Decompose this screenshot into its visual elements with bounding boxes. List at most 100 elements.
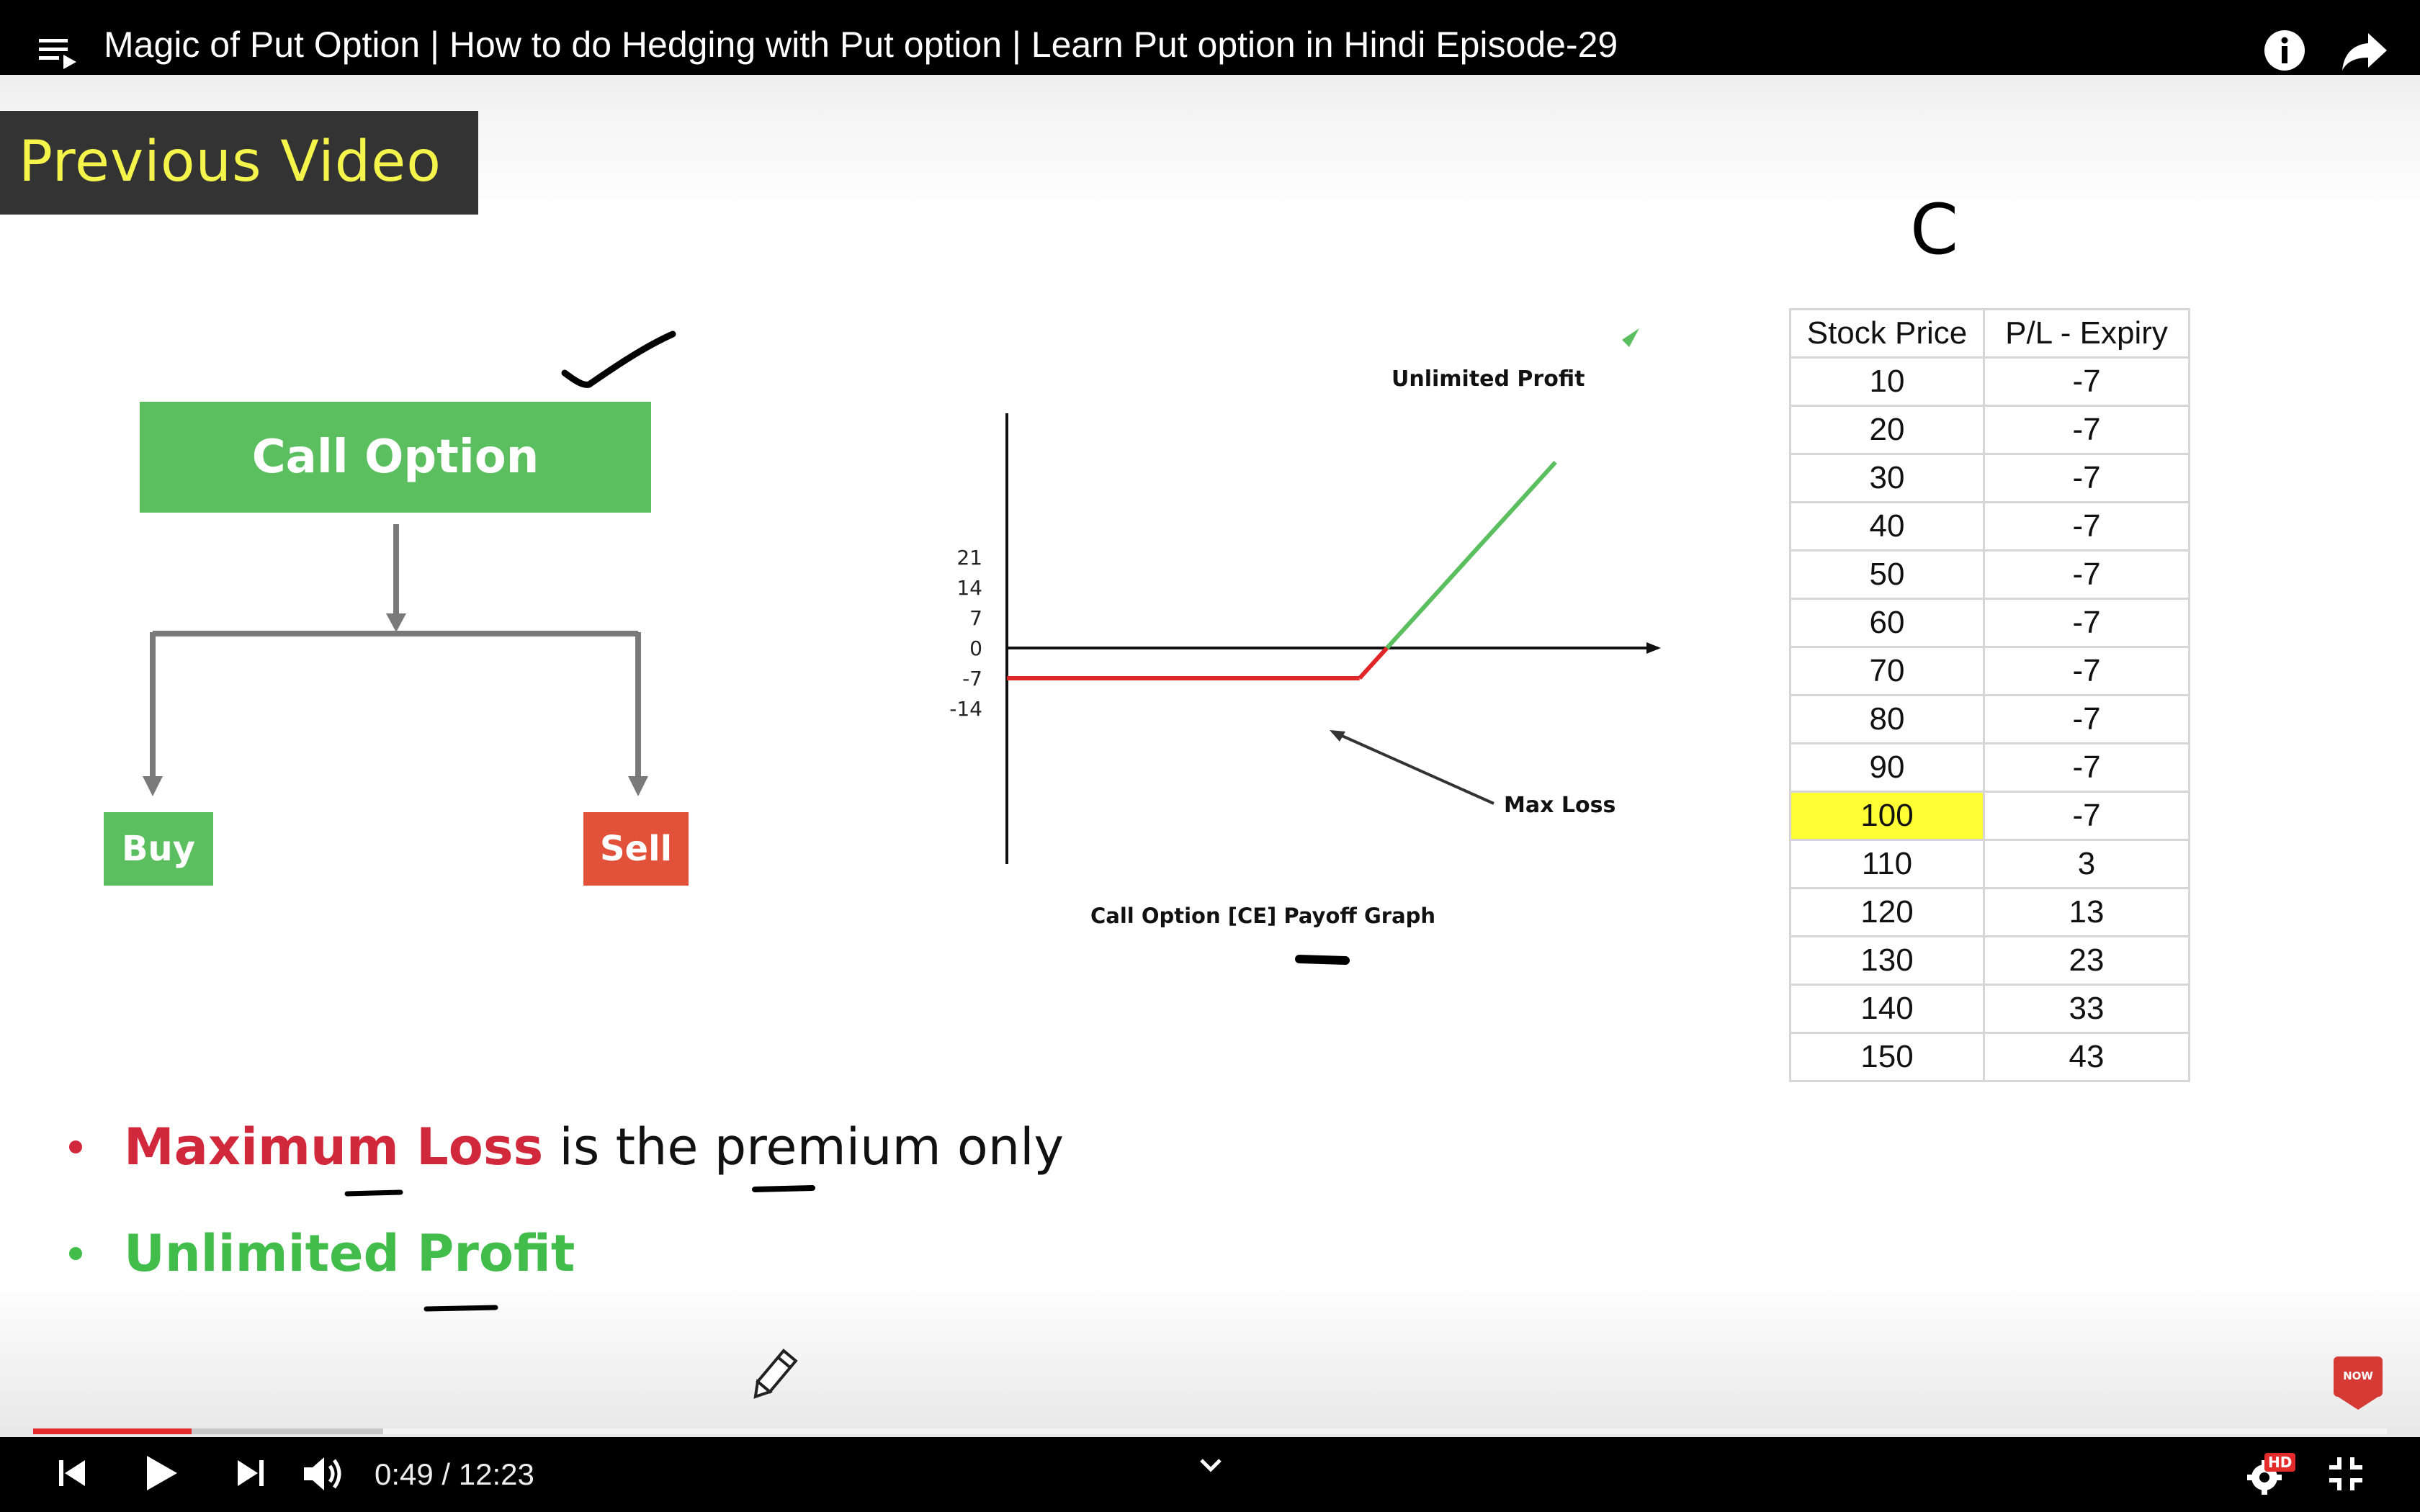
handwritten-underlines [344,955,1350,1312]
cell-stock-price: 130 [1789,935,1985,986]
cell-stock-price: 50 [1789,549,1985,600]
volume-icon[interactable] [302,1454,349,1493]
y-tick-label: 0 [969,636,982,660]
cell-pl-expiry: -7 [1983,405,2190,455]
progress-played[interactable] [33,1428,192,1434]
cell-pl-expiry: 3 [1983,839,2190,889]
cell-stock-price: 20 [1789,405,1985,455]
cell-stock-price: 100 [1789,791,1985,841]
cell-pl-expiry: -7 [1983,791,2190,841]
table-row: 140 33 [1789,984,2190,1034]
x-axis-arrow-icon [1646,642,1661,654]
bullet-max-loss-rest: is the premium only [543,1117,1064,1176]
table-row: 100 -7 [1789,791,2190,841]
payoff-loss-segment [1358,646,1389,680]
table-row: 150 43 [1789,1032,2190,1082]
table-row: 80 -7 [1789,694,2190,744]
table-row: 60 -7 [1789,598,2190,648]
column-header-pl-expiry: P/L - Expiry [1983,308,2190,359]
table-row: 20 -7 [1789,405,2190,455]
title-bar: Magic of Put Option | How to do Hedging … [0,0,2420,75]
table-row: 130 23 [1789,935,2190,986]
bullet-max-loss-strong: Maximum Loss [124,1117,544,1176]
max-loss-pointer [1332,730,1494,805]
playlist-icon[interactable] [37,36,78,71]
hd-badge: HD [2264,1453,2296,1472]
table-header-row: Stock Price P/L - Expiry [1789,308,2190,359]
cell-pl-expiry: 43 [1983,1032,2190,1082]
subscribe-badge[interactable]: NOW [2331,1354,2385,1411]
time-display: 0:49 / 12:23 [375,1457,534,1491]
table-row: 40 -7 [1789,501,2190,552]
cell-pl-expiry: 33 [1983,984,2190,1034]
next-icon[interactable] [235,1457,266,1489]
y-tick-label: -7 [962,667,982,690]
cell-stock-price: 110 [1789,839,1985,889]
payoff-profit-segment [1385,633,1401,650]
table-row: 50 -7 [1789,549,2190,600]
cell-stock-price: 120 [1789,887,1985,937]
payoff-graph: 21 14 7 0 -7 -14 Unlimited Profit Max Loss [949,328,1661,864]
underline-graph-caption [1295,955,1350,965]
previous-icon[interactable] [56,1457,88,1489]
cell-stock-price: 30 [1789,453,1985,503]
cell-stock-price: 70 [1789,646,1985,696]
annotation-unlimited-profit: Unlimited Profit [1392,366,1585,392]
underline-premium [752,1185,815,1192]
banner-label: Previous Video [19,130,442,194]
info-icon[interactable] [2263,29,2306,72]
bullet-dot [69,1140,82,1153]
bullet-dot [69,1247,82,1260]
handwritten-check-mark [561,330,676,388]
progress-track[interactable] [33,1428,2387,1434]
underline-loss [344,1189,403,1197]
table-row: 110 3 [1789,839,2190,889]
share-icon[interactable] [2341,29,2388,72]
underline-profit [424,1305,498,1312]
cell-stock-price: 140 [1789,984,1985,1034]
table-row: 120 13 [1789,887,2190,937]
bullet-unlimited-profit-strong: Unlimited Profit [124,1224,575,1283]
graph-caption: Call Option [CE] Payoff Graph [1090,904,1436,928]
y-tick-label: 21 [956,546,982,570]
cell-stock-price: 10 [1789,356,1985,407]
cell-pl-expiry: -7 [1983,598,2190,648]
payoff-profit-segment [1397,460,1557,637]
table-body: 10 -7 20 -7 30 -7 40 -7 50 -7 60 -7 70 -7 80 -7 90 -7 100-… [1789,356,2190,1082]
cell-pl-expiry: -7 [1983,646,2190,696]
table-row: 10 -7 [1789,356,2190,407]
bullet-item-unlimited-profit: Unlimited Profit [124,1224,575,1283]
y-tick-label: -14 [949,697,982,721]
column-header-stock-price: Stock Price [1789,308,1985,359]
annotation-max-loss: Max Loss [1504,793,1615,818]
call-option-box: Call Option [140,402,651,513]
cell-pl-expiry: -7 [1983,356,2190,407]
cell-stock-price: 90 [1789,742,1985,793]
pencil-cursor-icon [753,1349,798,1399]
cell-stock-price: 40 [1789,501,1985,552]
cell-stock-price: 150 [1789,1032,1985,1082]
sell-box: Sell [583,812,689,886]
y-tick-labels: 21 14 7 0 -7 -14 [949,546,982,721]
y-tick-label: 14 [956,576,982,600]
y-tick-label: 7 [969,606,982,630]
video-title[interactable]: Magic of Put Option | How to do Hedging … [104,24,1618,65]
cell-pl-expiry: 23 [1983,935,2190,986]
cell-pl-expiry: -7 [1983,453,2190,503]
play-icon[interactable] [143,1453,180,1493]
pl-table: Stock Price P/L - Expiry 10 -7 20 -7 30 -7 40-… [1789,308,2190,1082]
cell-pl-expiry: 13 [1983,887,2190,937]
handwritten-letter: C [1910,189,1958,270]
bullet-item-max-loss: Maximum Loss is the premium only [124,1117,1064,1176]
max-loss-arrow-head-icon [1330,730,1345,742]
progress-buffered [33,1428,383,1434]
profit-arrow-head-icon [1622,328,1639,347]
table-row: 70 -7 [1789,646,2190,696]
cell-pl-expiry: -7 [1983,742,2190,793]
control-bar [0,1437,2420,1512]
chevron-down-icon[interactable] [1198,1457,1223,1473]
previous-video-banner: Previous Video [0,111,478,215]
exit-fullscreen-icon[interactable] [2328,1456,2364,1492]
